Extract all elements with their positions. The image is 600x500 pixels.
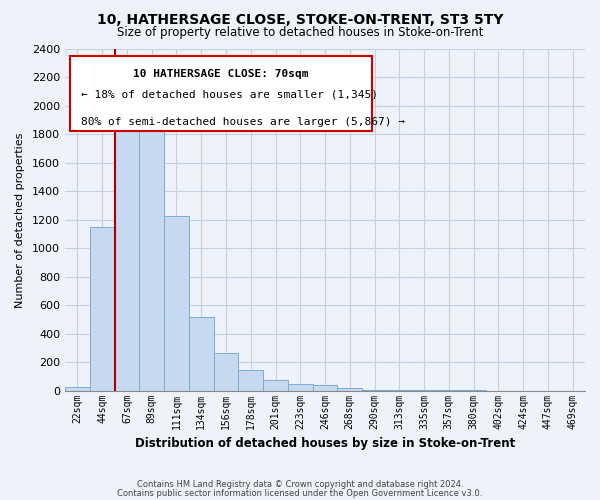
Bar [115, 112, 139, 390]
FancyBboxPatch shape [70, 56, 372, 131]
X-axis label: Distribution of detached houses by size in Stoke-on-Trent: Distribution of detached houses by size … [135, 437, 515, 450]
Text: Contains public sector information licensed under the Open Government Licence v3: Contains public sector information licen… [118, 488, 482, 498]
Bar [189, 316, 214, 390]
Text: Size of property relative to detached houses in Stoke-on-Trent: Size of property relative to detached ho… [117, 26, 483, 39]
Bar [238, 370, 263, 390]
Bar [337, 388, 362, 390]
Text: 10 HATHERSAGE CLOSE: 70sqm: 10 HATHERSAGE CLOSE: 70sqm [133, 70, 309, 80]
Bar [263, 380, 288, 390]
Bar [65, 387, 90, 390]
Y-axis label: Number of detached properties: Number of detached properties [15, 132, 25, 308]
Bar [139, 128, 164, 390]
Bar [313, 385, 337, 390]
Bar [214, 353, 238, 391]
Bar [288, 384, 313, 390]
Text: 80% of semi-detached houses are larger (5,867) →: 80% of semi-detached houses are larger (… [80, 118, 404, 128]
Bar [164, 216, 189, 390]
Text: ← 18% of detached houses are smaller (1,345): ← 18% of detached houses are smaller (1,… [80, 90, 377, 100]
Text: Contains HM Land Registry data © Crown copyright and database right 2024.: Contains HM Land Registry data © Crown c… [137, 480, 463, 489]
Bar [90, 227, 115, 390]
Text: 10, HATHERSAGE CLOSE, STOKE-ON-TRENT, ST3 5TY: 10, HATHERSAGE CLOSE, STOKE-ON-TRENT, ST… [97, 12, 503, 26]
